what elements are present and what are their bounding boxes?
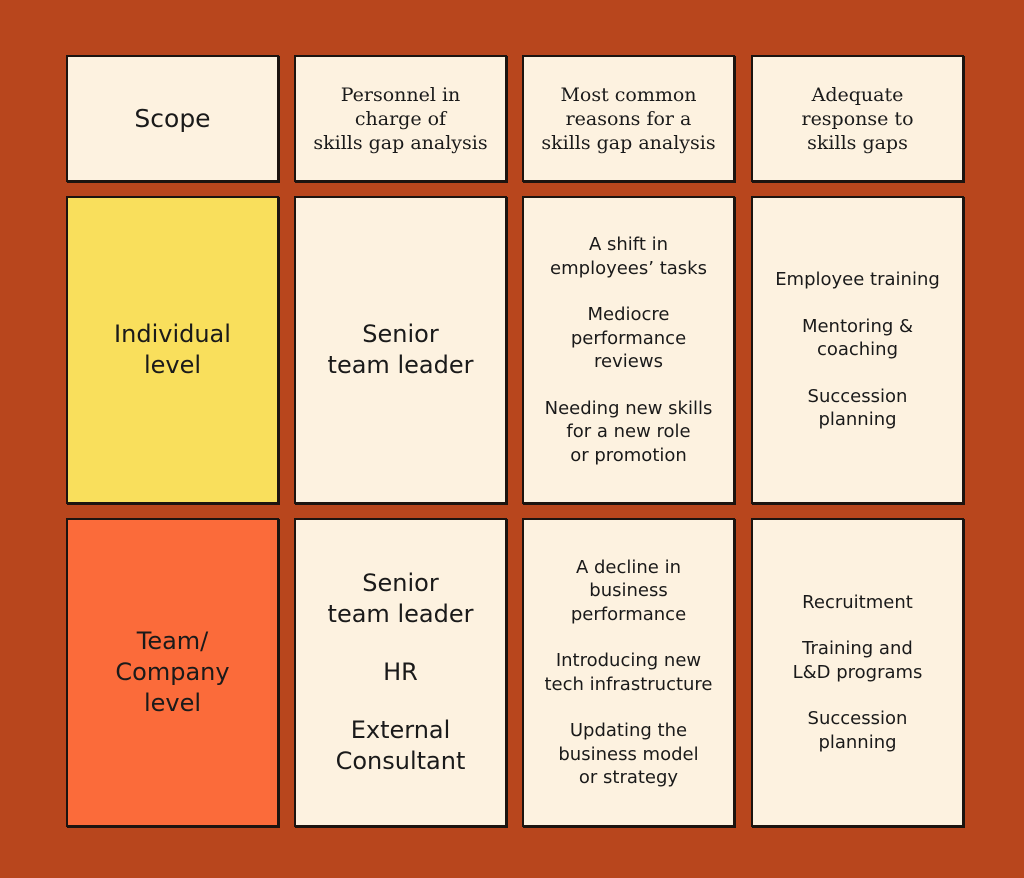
individual-level-label: Individual level bbox=[114, 320, 231, 379]
response-header: Adequate response to skills gaps bbox=[751, 55, 964, 182]
individual-responses-list: Employee training Mentoring & coaching S… bbox=[775, 268, 940, 432]
reason-item: A decline in business performance bbox=[570, 556, 687, 625]
individual-level-cell: Individual level bbox=[66, 196, 279, 504]
response-item: Training and L&D programs bbox=[792, 638, 923, 683]
reason-item: Introducing new tech infrastructure bbox=[544, 650, 713, 695]
reason-item: Needing new skills for a new role or pro… bbox=[544, 397, 713, 466]
team-responses-cell: Recruitment Training and L&D programs Su… bbox=[751, 518, 964, 827]
personnel-header: Personnel in charge of skills gap analys… bbox=[294, 55, 507, 182]
response-item: Recruitment bbox=[802, 591, 913, 613]
reason-item: Mediocre performance reviews bbox=[570, 304, 687, 372]
team-company-level-label: Team/ Company level bbox=[115, 627, 230, 717]
reasons-header: Most common reasons for a skills gap ana… bbox=[522, 55, 735, 182]
reason-item: A shift in employees’ tasks bbox=[550, 234, 707, 279]
team-company-level-cell: Team/ Company level bbox=[66, 518, 279, 827]
personnel-header-label: Personnel in charge of skills gap analys… bbox=[313, 83, 488, 154]
response-header-label: Adequate response to skills gaps bbox=[801, 83, 914, 154]
team-personnel-list: Senior team leader HR External Consultan… bbox=[328, 568, 474, 777]
reason-item: Updating the business model or strategy bbox=[558, 720, 699, 788]
individual-reasons-cell: A shift in employees’ tasks Mediocre per… bbox=[522, 196, 735, 504]
individual-personnel-list: Senior team leader bbox=[328, 319, 474, 381]
individual-personnel-cell: Senior team leader bbox=[294, 196, 507, 504]
personnel-item: Senior team leader bbox=[327, 320, 474, 379]
individual-reasons-list: A shift in employees’ tasks Mediocre per… bbox=[545, 233, 713, 467]
response-item: Mentoring & coaching bbox=[801, 315, 914, 361]
team-responses-list: Recruitment Training and L&D programs Su… bbox=[793, 591, 923, 755]
response-item: Employee training bbox=[775, 269, 940, 291]
individual-responses-cell: Employee training Mentoring & coaching S… bbox=[751, 196, 964, 504]
personnel-item: Senior team leader bbox=[327, 569, 474, 628]
scope-header: Scope bbox=[66, 55, 279, 182]
team-reasons-cell: A decline in business performance Introd… bbox=[522, 518, 735, 827]
team-personnel-cell: Senior team leader HR External Consultan… bbox=[294, 518, 507, 827]
reasons-header-label: Most common reasons for a skills gap ana… bbox=[541, 83, 716, 154]
personnel-item: HR bbox=[383, 658, 418, 686]
personnel-item: External Consultant bbox=[335, 716, 466, 775]
response-item: Succession planning bbox=[807, 708, 908, 753]
response-item: Succession planning bbox=[807, 385, 908, 431]
scope-header-label: Scope bbox=[134, 103, 211, 133]
team-reasons-list: A decline in business performance Introd… bbox=[544, 556, 712, 790]
